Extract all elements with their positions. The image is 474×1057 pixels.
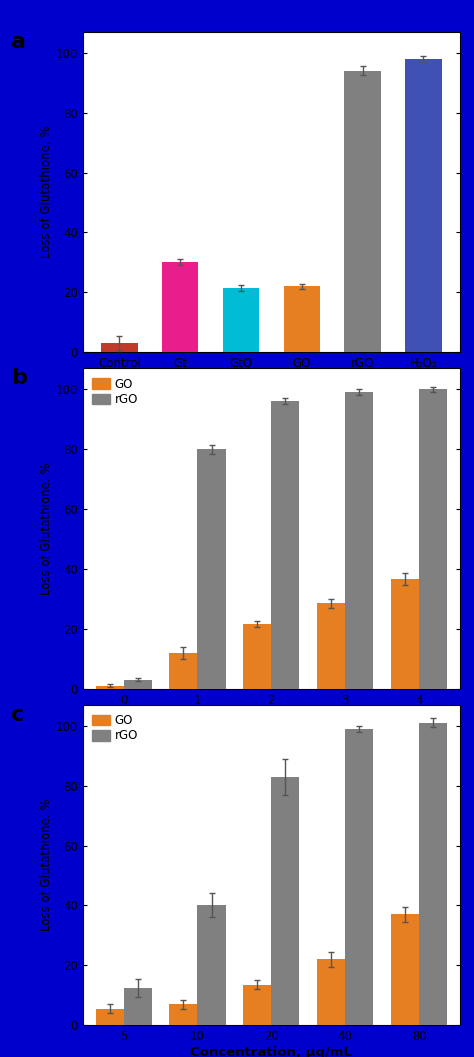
Y-axis label: Loss of Glutathione, %: Loss of Glutathione, %: [40, 799, 53, 931]
Text: c: c: [11, 705, 25, 725]
Bar: [198, 906, 226, 1025]
Legend: GO, rGO: GO, rGO: [89, 710, 142, 746]
Bar: [162, 262, 199, 352]
Y-axis label: Loss of Glutathione, %: Loss of Glutathione, %: [40, 126, 53, 258]
Bar: [198, 449, 226, 689]
Bar: [317, 960, 345, 1025]
Bar: [344, 71, 381, 352]
Text: b: b: [11, 368, 27, 388]
Bar: [271, 402, 300, 689]
Bar: [169, 653, 198, 689]
Bar: [95, 686, 124, 689]
Bar: [419, 723, 447, 1025]
Bar: [283, 286, 320, 352]
Bar: [317, 604, 345, 689]
Bar: [243, 985, 271, 1025]
Bar: [124, 680, 152, 689]
Bar: [124, 988, 152, 1025]
Bar: [345, 392, 374, 689]
Bar: [243, 625, 271, 689]
Bar: [223, 288, 259, 352]
Bar: [391, 914, 419, 1025]
Text: a: a: [11, 32, 27, 52]
Y-axis label: Loss of Glutathione, %: Loss of Glutathione, %: [40, 462, 53, 595]
Legend: GO, rGO: GO, rGO: [89, 374, 142, 409]
Bar: [101, 344, 137, 352]
Bar: [95, 1008, 124, 1025]
X-axis label: Incubation time, h: Incubation time, h: [203, 709, 340, 722]
Bar: [405, 59, 442, 352]
Bar: [419, 389, 447, 689]
Bar: [391, 579, 419, 689]
Bar: [169, 1004, 198, 1025]
X-axis label: Concentration, μg/mL: Concentration, μg/mL: [191, 1046, 352, 1057]
Bar: [345, 728, 374, 1025]
Bar: [271, 777, 300, 1025]
